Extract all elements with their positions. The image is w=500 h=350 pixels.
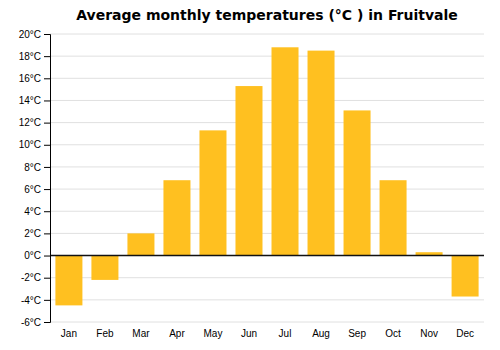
x-tick-label: Mar [132, 328, 150, 339]
x-tick-label: Nov [420, 328, 438, 339]
y-tick-mark [44, 78, 50, 79]
bar [452, 256, 479, 297]
bar [380, 180, 407, 255]
chart: -6°C -4°C -2°C 0°C 2°C 4°C 6°C 8°C 10°C 12°C 14°C 1… [0, 0, 500, 350]
y-tick: 2°C [24, 228, 50, 239]
x-tick-label: Jul [279, 328, 292, 339]
x-tick-label: Dec [456, 328, 474, 339]
x-tick-label: May [204, 328, 223, 339]
y-tick: 18°C [19, 51, 50, 62]
y-tick: 6°C [24, 184, 50, 195]
bar [91, 256, 118, 280]
grid-line [50, 322, 484, 323]
y-tick-label: 18°C [19, 51, 41, 62]
x-tick: May [204, 328, 223, 339]
x-tick: Jun [241, 328, 257, 339]
y-tick-label: 14°C [19, 95, 41, 106]
x-tick: Feb [96, 328, 114, 339]
grid-line [50, 189, 484, 190]
grid-line [50, 166, 484, 167]
y-tick: 10°C [19, 139, 50, 150]
x-tick-label: Apr [169, 328, 185, 339]
plot: -6°C -4°C -2°C 0°C 2°C 4°C 6°C 8°C 10°C 12°C 14°C 1… [19, 29, 484, 339]
bar [127, 233, 154, 255]
y-tick-label: 10°C [19, 139, 41, 150]
x-tick: Oct [385, 328, 401, 339]
y-tick: -6°C [21, 317, 50, 328]
x-tick: Sep [348, 328, 366, 339]
grid-line [50, 211, 484, 212]
y-tick-label: -6°C [21, 317, 41, 328]
y-tick-mark [44, 278, 50, 279]
y-tick: 16°C [19, 73, 50, 84]
x-tick-label: Sep [348, 328, 366, 339]
y-tick: 8°C [24, 162, 50, 173]
y-tick-label: -2°C [21, 272, 41, 283]
grid-line [50, 34, 484, 35]
y-tick-label: 6°C [24, 184, 41, 195]
y-tick-mark [44, 56, 50, 57]
grid-line [50, 78, 484, 79]
y-tick-mark [44, 211, 50, 212]
y-tick: 14°C [19, 95, 50, 106]
grid-line [50, 255, 484, 256]
x-tick: Aug [312, 328, 330, 339]
x-axis: Jan Feb Mar Apr May Jun Jul Aug Sep Oct Nov Dec [61, 328, 474, 339]
y-tick: 12°C [19, 117, 50, 128]
x-tick: Jul [279, 328, 292, 339]
y-tick: 20°C [19, 29, 50, 40]
bar [163, 180, 190, 255]
y-tick-label: -4°C [21, 295, 41, 306]
y-tick-mark [44, 322, 50, 323]
y-tick-label: 20°C [19, 29, 41, 40]
y-axis-line [44, 35, 51, 323]
zero-line [50, 255, 484, 257]
y-tick-label: 0°C [24, 250, 41, 261]
x-tick: Jan [61, 328, 77, 339]
y-tick: -2°C [21, 272, 50, 283]
y-tick-mark [44, 145, 50, 146]
y-tick-label: 12°C [19, 117, 41, 128]
y-tick: 4°C [24, 206, 50, 217]
x-tick: Apr [169, 328, 185, 339]
bar [344, 110, 371, 255]
y-axis: -6°C -4°C -2°C 0°C 2°C 4°C 6°C 8°C 10°C 12°C 14°C 1… [19, 29, 51, 328]
y-tick-mark [44, 256, 50, 257]
grid-line [50, 100, 484, 101]
bar [308, 51, 335, 256]
grid-line [50, 233, 484, 234]
y-tick-label: 2°C [24, 228, 41, 239]
y-tick-mark [44, 123, 50, 124]
y-tick-label: 4°C [24, 206, 41, 217]
x-tick-label: Aug [312, 328, 330, 339]
y-tick: -4°C [21, 295, 50, 306]
y-tick-mark [44, 34, 50, 35]
x-tick: Mar [132, 328, 150, 339]
x-tick-label: Jan [61, 328, 77, 339]
y-tick: 0°C [24, 250, 50, 261]
grid-line [50, 122, 484, 123]
y-tick-mark [44, 189, 50, 190]
title: Average monthly temperatures (°C ) in Fr… [76, 7, 458, 23]
y-tick-mark [44, 100, 50, 101]
y-tick-mark [44, 300, 50, 301]
bar [272, 47, 299, 255]
x-tick-label: Jun [241, 328, 257, 339]
bar [235, 86, 262, 255]
x-tick-label: Feb [96, 328, 114, 339]
y-tick-label: 8°C [24, 162, 41, 173]
y-tick-mark [44, 233, 50, 234]
x-tick: Dec [456, 328, 474, 339]
bar [199, 130, 226, 255]
bars [50, 47, 484, 305]
grid [50, 34, 484, 322]
grid-line [50, 144, 484, 145]
y-tick-label: 16°C [19, 73, 41, 84]
x-tick: Nov [420, 328, 438, 339]
bar [55, 256, 82, 306]
x-tick-label: Oct [385, 328, 401, 339]
grid-line [50, 299, 484, 300]
grid-line [50, 56, 484, 57]
y-tick-mark [44, 167, 50, 168]
